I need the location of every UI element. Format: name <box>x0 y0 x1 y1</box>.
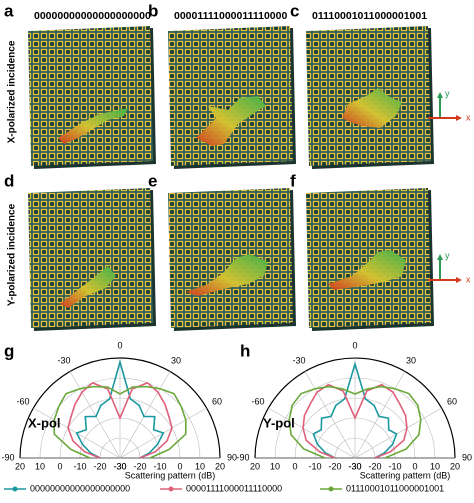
angle-tick-label: 30 <box>171 355 181 365</box>
pattern-line <box>302 383 408 459</box>
r-tick-label: -30 <box>113 461 126 471</box>
scattering-beam <box>342 88 402 128</box>
axis-y-label: y <box>445 250 450 260</box>
legend-label: 00001111000011110000 <box>186 483 282 493</box>
angle-tick-label: 90 <box>227 452 237 462</box>
row-label: X-polarized incidence <box>7 40 18 143</box>
panel-letter: f <box>290 171 296 190</box>
r-tick-label: 10 <box>270 461 280 471</box>
y-arrow-head <box>437 254 443 260</box>
angle-tick-label: 90 <box>462 452 472 462</box>
r-tick-label: 0 <box>57 461 62 471</box>
r-tick-label: 20 <box>250 461 260 471</box>
angle-grid <box>119 371 171 459</box>
legend-marker <box>168 486 174 492</box>
axis-x-label: x <box>466 274 471 284</box>
r-tick-label: 20 <box>15 461 25 471</box>
metasurface <box>28 188 153 328</box>
r-tick-label: -20 <box>93 461 106 471</box>
angle-tick-label: 0 <box>117 340 122 350</box>
panel-letter: a <box>4 1 14 20</box>
r-tick-label: 0 <box>177 461 182 471</box>
metasurface <box>306 188 431 328</box>
r-tick-label: -30 <box>348 461 361 471</box>
axis-y-label: y <box>445 88 450 98</box>
coding-sequence: 00000000000000000000 <box>34 10 151 22</box>
r-tick-label: 10 <box>35 461 45 471</box>
r-tick-label: 20 <box>450 461 460 471</box>
r-tick-label: 0 <box>292 461 297 471</box>
r-tick-label: 20 <box>215 461 225 471</box>
angle-tick-label: -90 <box>1 452 14 462</box>
coding-sequence: 00001111000011110000 <box>174 10 287 22</box>
r-tick-label: -30 <box>348 461 361 471</box>
angle-tick-label: -30 <box>57 355 70 365</box>
angle-grid <box>268 407 356 459</box>
panel-letter: g <box>4 341 14 360</box>
r-tick-label: 0 <box>412 461 417 471</box>
r-tick-label: -20 <box>328 461 341 471</box>
pattern-line <box>67 381 173 459</box>
r-tick-label: -10 <box>388 461 401 471</box>
r-tick-label: 10 <box>195 461 205 471</box>
panel-letter: h <box>240 341 250 360</box>
panel-letter: b <box>148 1 158 20</box>
pattern-line <box>312 361 398 459</box>
angle-tick-label: -30 <box>292 355 305 365</box>
metasurface <box>168 26 293 166</box>
r-tick-label: -20 <box>368 461 381 471</box>
pattern-line <box>288 385 422 459</box>
r-tick-label: -30 <box>113 461 126 471</box>
panel-letter: e <box>148 171 157 190</box>
scattering-beam <box>196 96 266 146</box>
angle-tick-label: -60 <box>251 396 264 406</box>
metasurface <box>168 188 293 328</box>
x-arrow-head <box>456 277 462 283</box>
r-tick-label: -10 <box>73 461 86 471</box>
scattering-beam <box>328 250 406 290</box>
scattering-beam <box>60 266 116 308</box>
pattern-line <box>75 359 165 459</box>
r-tick-label: -10 <box>308 461 321 471</box>
legend-marker <box>12 486 18 492</box>
r-tick-label: -20 <box>133 461 146 471</box>
metasurface <box>28 26 153 166</box>
angle-tick-label: 60 <box>447 396 457 406</box>
panel-letter: c <box>290 1 299 20</box>
legend-marker <box>328 486 334 492</box>
panel-letter: d <box>4 171 14 190</box>
scattering-beam <box>58 108 128 144</box>
angle-tick-label: 60 <box>212 396 222 406</box>
x-arrow-head <box>456 115 462 121</box>
angle-tick-label: -90 <box>236 452 249 462</box>
pattern-line <box>53 385 187 459</box>
angle-grid <box>304 371 356 459</box>
r-tick-label: -10 <box>153 461 166 471</box>
axis-title: Scattering pattern (dB) <box>125 470 216 480</box>
y-arrow-head <box>437 92 443 98</box>
angle-grid <box>354 407 442 459</box>
angle-tick-label: 0 <box>352 340 357 350</box>
r-tick-label: 10 <box>430 461 440 471</box>
axis-x-label: x <box>466 112 471 122</box>
legend-label: 00000000000000000000 <box>30 483 130 493</box>
angle-grid <box>354 371 406 459</box>
angle-tick-label: -60 <box>16 396 29 406</box>
angle-tick-label: 30 <box>406 355 416 365</box>
row-label: Y-polarized incidence <box>7 203 18 306</box>
pol-label: Y-pol <box>263 415 295 430</box>
axis-title: Scattering pattern (dB) <box>360 470 451 480</box>
scattering-beam <box>186 254 268 296</box>
legend-label: 01110001011000001001 <box>346 483 444 493</box>
pol-label: X-pol <box>28 415 61 430</box>
coding-sequence: 01110001011000001001 <box>312 10 427 22</box>
angle-grid <box>69 371 121 459</box>
